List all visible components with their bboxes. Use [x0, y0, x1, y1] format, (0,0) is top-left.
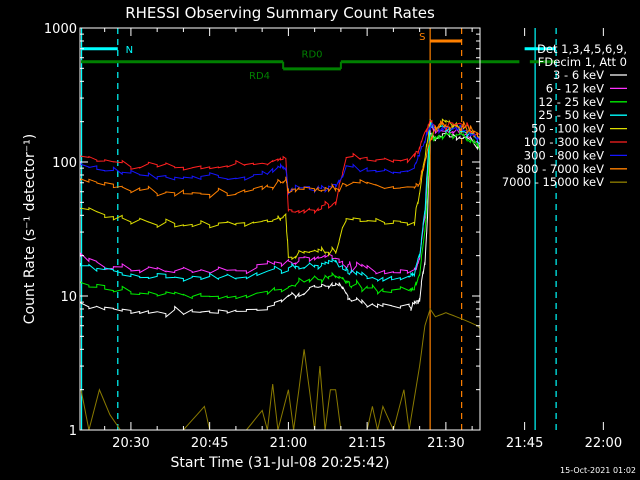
x-axis: 20:30 20:45 21:00 21:15 21:30 21:45 22:00: [104, 28, 622, 451]
series-line-0: [80, 130, 480, 318]
x-axis-label: Start Time (31-Jul-08 20:25:42): [170, 455, 389, 471]
chart-title: RHESSI Observing Summary Count Rates: [125, 4, 435, 22]
legend-label-5: 100 - 300 keV: [524, 135, 604, 149]
y-axis: 1 10 100 1000: [44, 22, 480, 439]
y-tick-label-1: 10: [60, 290, 77, 305]
legend-label-3: 25 - 50 keV: [538, 108, 604, 122]
series-group: [80, 118, 480, 430]
y-tick-label-2: 100: [52, 156, 77, 171]
legend: Det 1,3,4,5,6,9,FDecim 1, Att 03 - 6 keV…: [502, 42, 627, 189]
series-line-2: [80, 130, 480, 300]
plot-area: N RD0 RD4 S: [80, 28, 557, 430]
series-line-8: [80, 307, 480, 430]
plot-frame: [79, 27, 481, 431]
legend-label-2: 12 - 25 keV: [538, 95, 604, 109]
legend-header-0: Det 1,3,4,5,6,9,: [537, 42, 627, 56]
y-axis-label: Count Rate (s⁻¹ detector⁻¹): [22, 134, 38, 324]
series-line-5: [80, 119, 480, 215]
legend-label-8: 7000 - 15000 keV: [502, 175, 604, 189]
obs-label-rd0: RD0: [302, 50, 323, 61]
x-tick-label-1: 20:45: [191, 436, 228, 451]
legend-label-7: 800 - 7000 keV: [516, 162, 604, 176]
x-tick-label-3: 21:15: [348, 436, 385, 451]
x-tick-label-0: 20:30: [112, 436, 149, 451]
x-tick-label-5: 21:45: [506, 436, 543, 451]
y-tick-label-0: 1: [69, 424, 77, 439]
legend-label-1: 6 - 12 keV: [546, 81, 604, 95]
obs-label-s: S: [419, 32, 425, 43]
y-tick-label-3: 1000: [44, 22, 77, 37]
series-line-4: [80, 118, 480, 261]
series-line-7: [80, 120, 480, 199]
generated-timestamp: 15-Oct-2021 01:02: [560, 466, 636, 475]
legend-label-4: 50 - 100 keV: [531, 122, 604, 136]
legend-header-1: FDecim 1, Att 0: [538, 55, 627, 69]
obs-label-n: N: [126, 45, 133, 56]
legend-label-6: 300 - 800 keV: [524, 148, 604, 162]
x-tick-label-6: 22:00: [585, 436, 622, 451]
x-tick-label-4: 21:30: [427, 436, 464, 451]
x-tick-label-2: 21:00: [270, 436, 307, 451]
series-line-1: [80, 125, 480, 275]
series-line-3: [80, 119, 480, 282]
obs-label-rd4: RD4: [249, 71, 270, 82]
series-line-6: [80, 122, 480, 196]
legend-label-0: 3 - 6 keV: [553, 68, 604, 82]
